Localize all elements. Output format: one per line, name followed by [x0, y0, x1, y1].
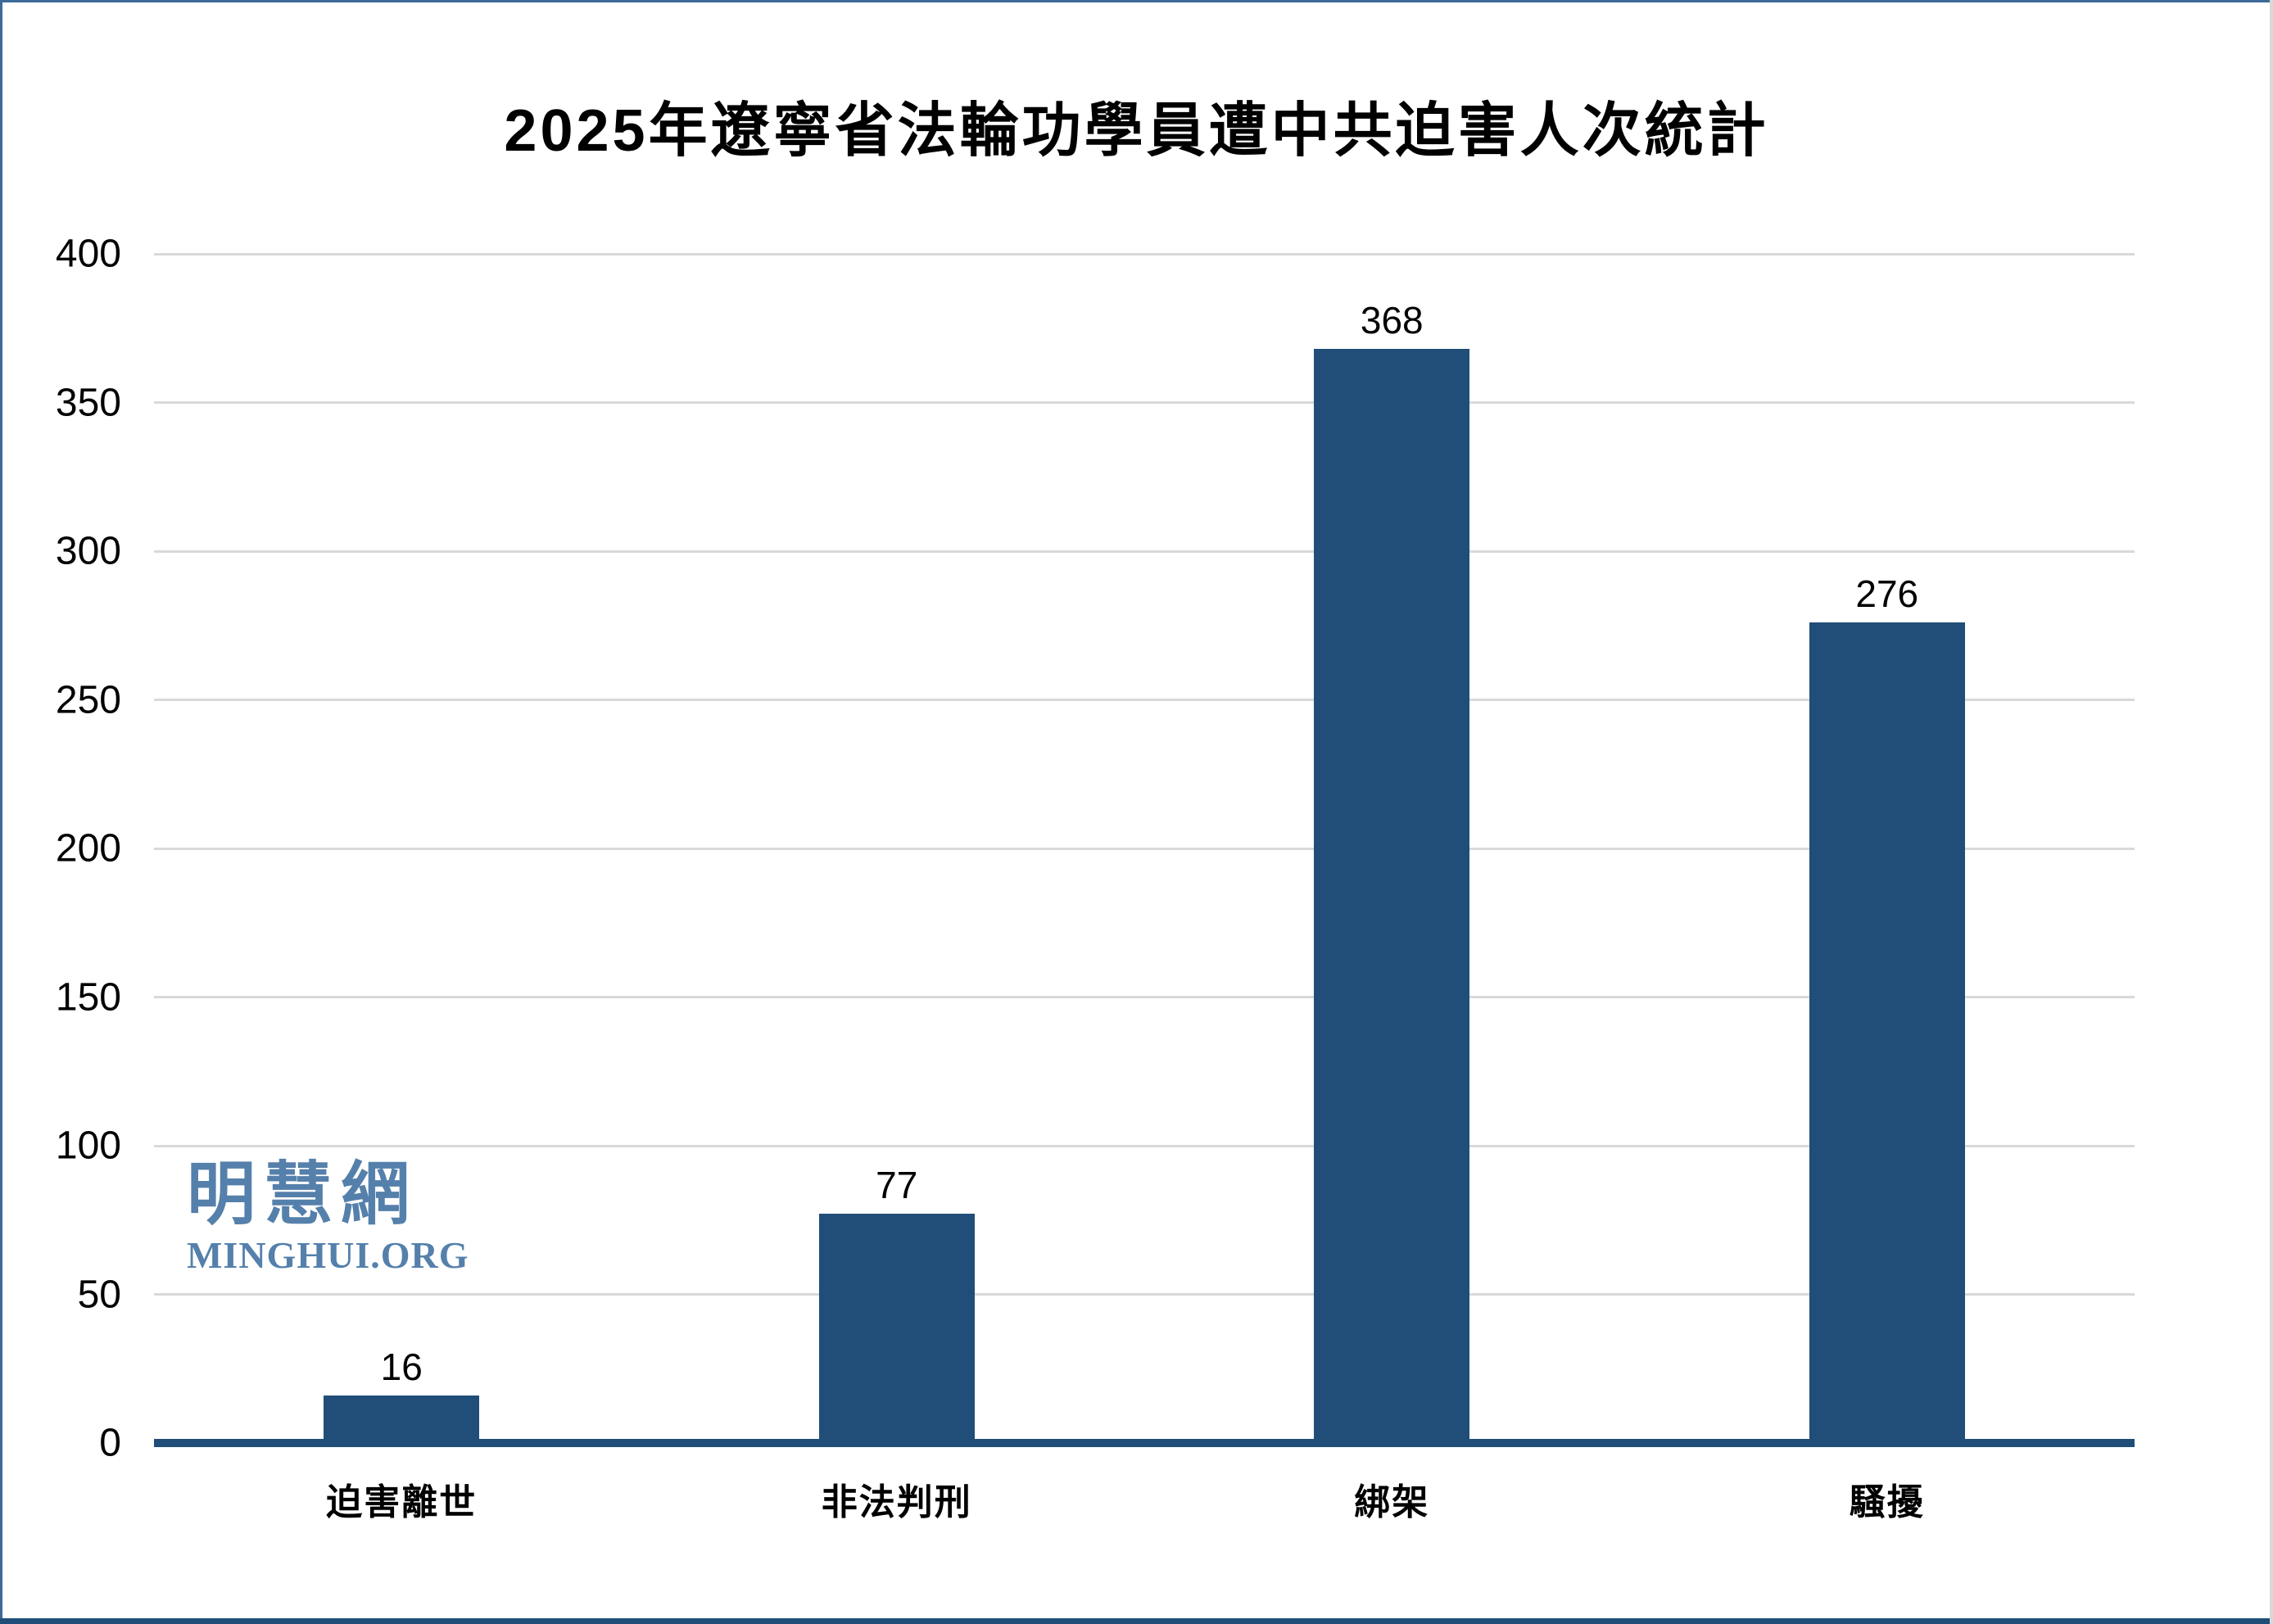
x-axis-category-label: 迫害離世 [326, 1482, 478, 1522]
bar [1809, 622, 1965, 1443]
x-axis-line [154, 1439, 2135, 1447]
x-axis-category-label: 騷擾 [1849, 1482, 1925, 1522]
y-axis-tick-label: 400 [55, 232, 121, 276]
bar [324, 1396, 479, 1443]
chart-title: 2025年遼寧省法輪功學員遭中共迫害人次統計 [504, 98, 1769, 164]
y-axis-tick-label: 0 [99, 1421, 121, 1465]
y-axis-tick-label: 300 [55, 529, 121, 573]
bar [819, 1214, 975, 1443]
y-axis-tick-label: 200 [55, 826, 121, 871]
x-axis-category-label: 非法判刑 [821, 1482, 972, 1522]
gridline [154, 401, 2135, 404]
gridline [154, 847, 2135, 850]
gridline [154, 252, 2135, 256]
bar-value-label: 276 [1855, 572, 1919, 615]
y-axis-tick-label: 150 [55, 975, 121, 1019]
bar-value-label: 368 [1360, 299, 1424, 342]
bar [1314, 349, 1469, 1443]
gridline [154, 699, 2135, 701]
y-axis-tick-label: 100 [55, 1124, 121, 1168]
y-axis-tick-label: 350 [55, 381, 121, 424]
bottom-accent-bar [0, 1618, 2273, 1624]
gridline [154, 1293, 2135, 1296]
y-axis-tick-label: 250 [55, 678, 121, 722]
minghui-logo-hanzi: 明慧網 [187, 1156, 419, 1233]
gridline [154, 996, 2135, 998]
bar-value-label: 77 [876, 1164, 918, 1206]
minghui-logo-url: MINGHUI.ORG [187, 1234, 469, 1276]
gridline [154, 550, 2135, 553]
bar-value-label: 16 [380, 1346, 423, 1388]
right-edge-shadow [2270, 0, 2273, 1624]
y-axis-tick-label: 50 [77, 1273, 121, 1316]
gridline [154, 1144, 2135, 1147]
x-axis-category-label: 綁架 [1354, 1482, 1430, 1522]
minghui-watermark: 明慧網 MINGHUI.ORG [187, 1160, 469, 1274]
